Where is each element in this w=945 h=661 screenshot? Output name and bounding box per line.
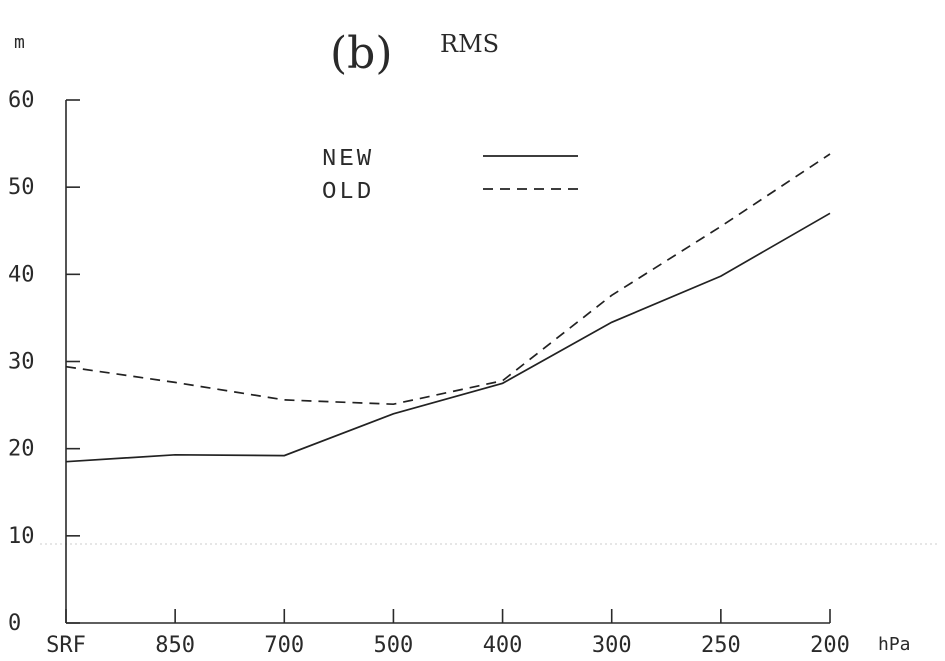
y-tick-label: 40 [8,262,35,287]
series-layer [65,153,831,463]
x-axis-unit-label: hPa [878,634,911,655]
series-line-old [65,153,831,406]
y-tick-label: 20 [8,437,35,462]
x-tick-label: 300 [592,633,632,658]
x-tick-label: SRF [46,633,86,658]
y-tick-label: 50 [8,175,35,200]
x-tick-label: 200 [810,633,850,658]
y-axis-unit-label: m [14,32,25,53]
y-tick-label: 60 [8,88,35,113]
x-tick-label: 700 [264,633,304,658]
legend: NEW OLD [322,146,578,206]
panel-label: (b) [330,28,393,79]
legend-label-new: NEW [322,146,374,173]
x-axis-ticks: SRF 850 700 500 400 300 250 200 [46,609,850,658]
y-tick-label: 30 [8,350,35,375]
chart-title: RMS [440,30,499,58]
legend-label-old: OLD [322,179,374,206]
y-tick-label: 10 [8,524,35,549]
y-axis-ticks: 0 10 20 30 40 50 60 [8,88,80,636]
x-tick-label: 850 [155,633,195,658]
x-tick-label: 250 [701,633,741,658]
x-tick-label: 400 [483,633,523,658]
series-line-new [65,212,831,463]
y-tick-label: 0 [8,611,21,636]
x-tick-label: 500 [374,633,414,658]
